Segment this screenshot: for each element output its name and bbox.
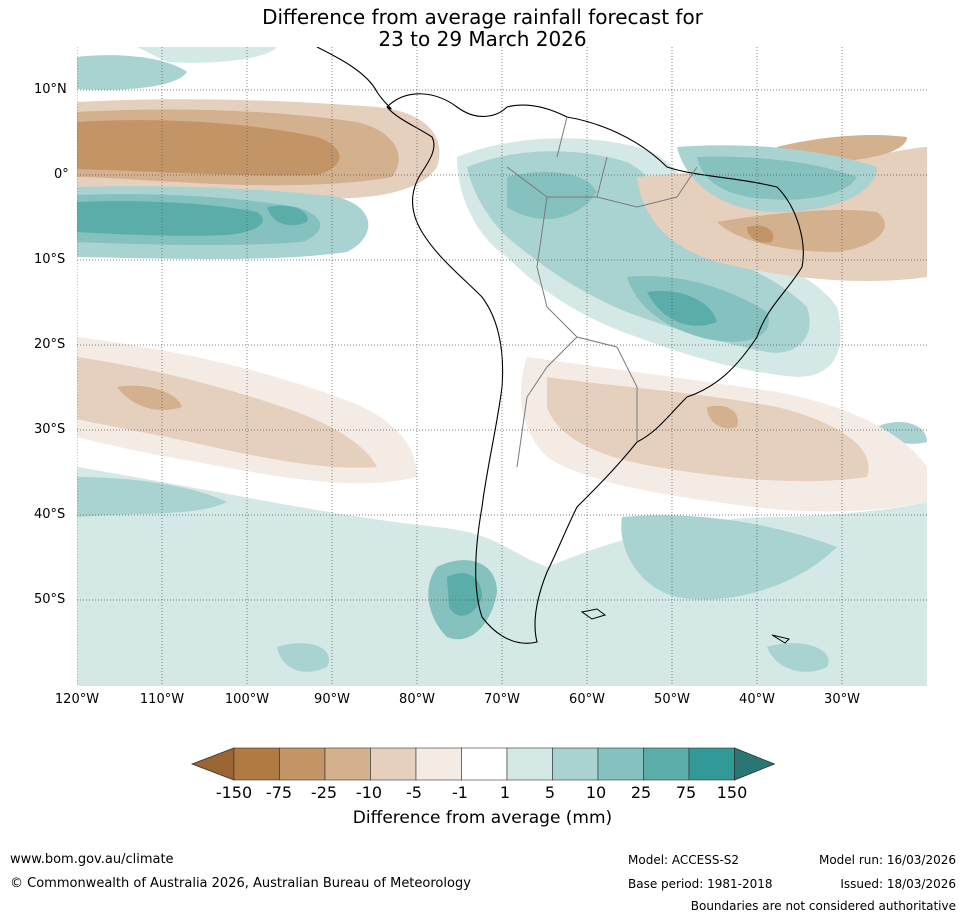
colorbar-title: Difference from average (mm) — [352, 808, 613, 828]
colorbar-label: -10 — [355, 783, 383, 802]
colorbar-label: -150 — [215, 783, 253, 802]
lat-label-10n: 10°N — [34, 82, 67, 97]
country-borders — [506, 116, 698, 468]
lon-label-90w: 90°W — [314, 692, 350, 707]
colorbar-label: -25 — [310, 783, 338, 802]
boundary-disclaimer: Boundaries are not considered authoritat… — [690, 899, 956, 913]
colorbar-label: -75 — [265, 783, 293, 802]
colorbar-label: 1 — [499, 783, 511, 802]
colorbar-swatch — [643, 747, 690, 781]
anomaly-region-south-atlantic-wet — [621, 515, 837, 600]
colorbar-label: 10 — [585, 783, 607, 802]
lon-label-30w: 30°W — [824, 692, 860, 707]
issued-date: Issued: 18/03/2026 — [840, 877, 956, 891]
graticule — [77, 47, 927, 686]
lat-label-30s: 30°S — [34, 422, 66, 437]
lat-label-10s: 10°S — [34, 252, 66, 267]
lon-label-50w: 50°W — [654, 692, 690, 707]
colorbar-label: 150 — [716, 783, 748, 802]
colorbar-swatch — [597, 747, 644, 781]
map-title-line-2: 23 to 29 March 2026 — [378, 27, 587, 51]
lon-label-110w: 110°W — [139, 692, 185, 707]
map-title-line-1: Difference from average rainfall forecas… — [262, 5, 703, 29]
colorbar-swatch — [415, 747, 462, 781]
colorbar-arrow-right — [734, 747, 775, 781]
colorbar-label: -5 — [406, 783, 422, 802]
colorbar-label: 5 — [544, 783, 556, 802]
lat-label-20s: 20°S — [34, 337, 66, 352]
colorbar-swatch — [506, 747, 553, 781]
colorbar — [190, 747, 775, 781]
colorbar-swatch — [324, 747, 371, 781]
lon-label-40w: 40°W — [739, 692, 775, 707]
colorbar-arrow-left — [190, 747, 235, 781]
model-name: Model: ACCESS-S2 — [628, 853, 740, 867]
lon-label-80w: 80°W — [399, 692, 435, 707]
colorbar-swatch — [552, 747, 599, 781]
lon-label-120w: 120°W — [54, 692, 100, 707]
colorbar-swatch — [370, 747, 417, 781]
colorbar-label: 75 — [675, 783, 697, 802]
coastline-central-america — [316, 47, 392, 110]
lat-label-50s: 50°S — [34, 592, 66, 607]
coastline-south-america — [386, 93, 804, 644]
lon-label-60w: 60°W — [569, 692, 605, 707]
lat-label-40s: 40°S — [34, 507, 66, 522]
colorbar-swatch — [461, 747, 508, 781]
south-georgia — [771, 634, 790, 644]
colorbar-swatch — [233, 747, 280, 781]
lon-label-70w: 70°W — [484, 692, 520, 707]
colorbar-label: -1 — [452, 783, 468, 802]
lon-label-100w: 100°W — [224, 692, 270, 707]
colorbar-swatch — [688, 747, 735, 781]
falkland-islands — [580, 608, 607, 620]
anomaly-region-south-wet-2 — [77, 477, 227, 517]
colorbar-label: 25 — [630, 783, 652, 802]
base-period: Base period: 1981-2018 — [628, 877, 773, 891]
lat-label-0: 0° — [54, 167, 69, 182]
rainfall-anomaly-map — [77, 47, 927, 686]
colorbar-swatch — [279, 747, 326, 781]
copyright: © Commonwealth of Australia 2026, Austra… — [10, 876, 471, 891]
model-run: Model run: 16/03/2026 — [818, 853, 956, 867]
bom-url: www.bom.gov.au/climate — [10, 852, 174, 867]
